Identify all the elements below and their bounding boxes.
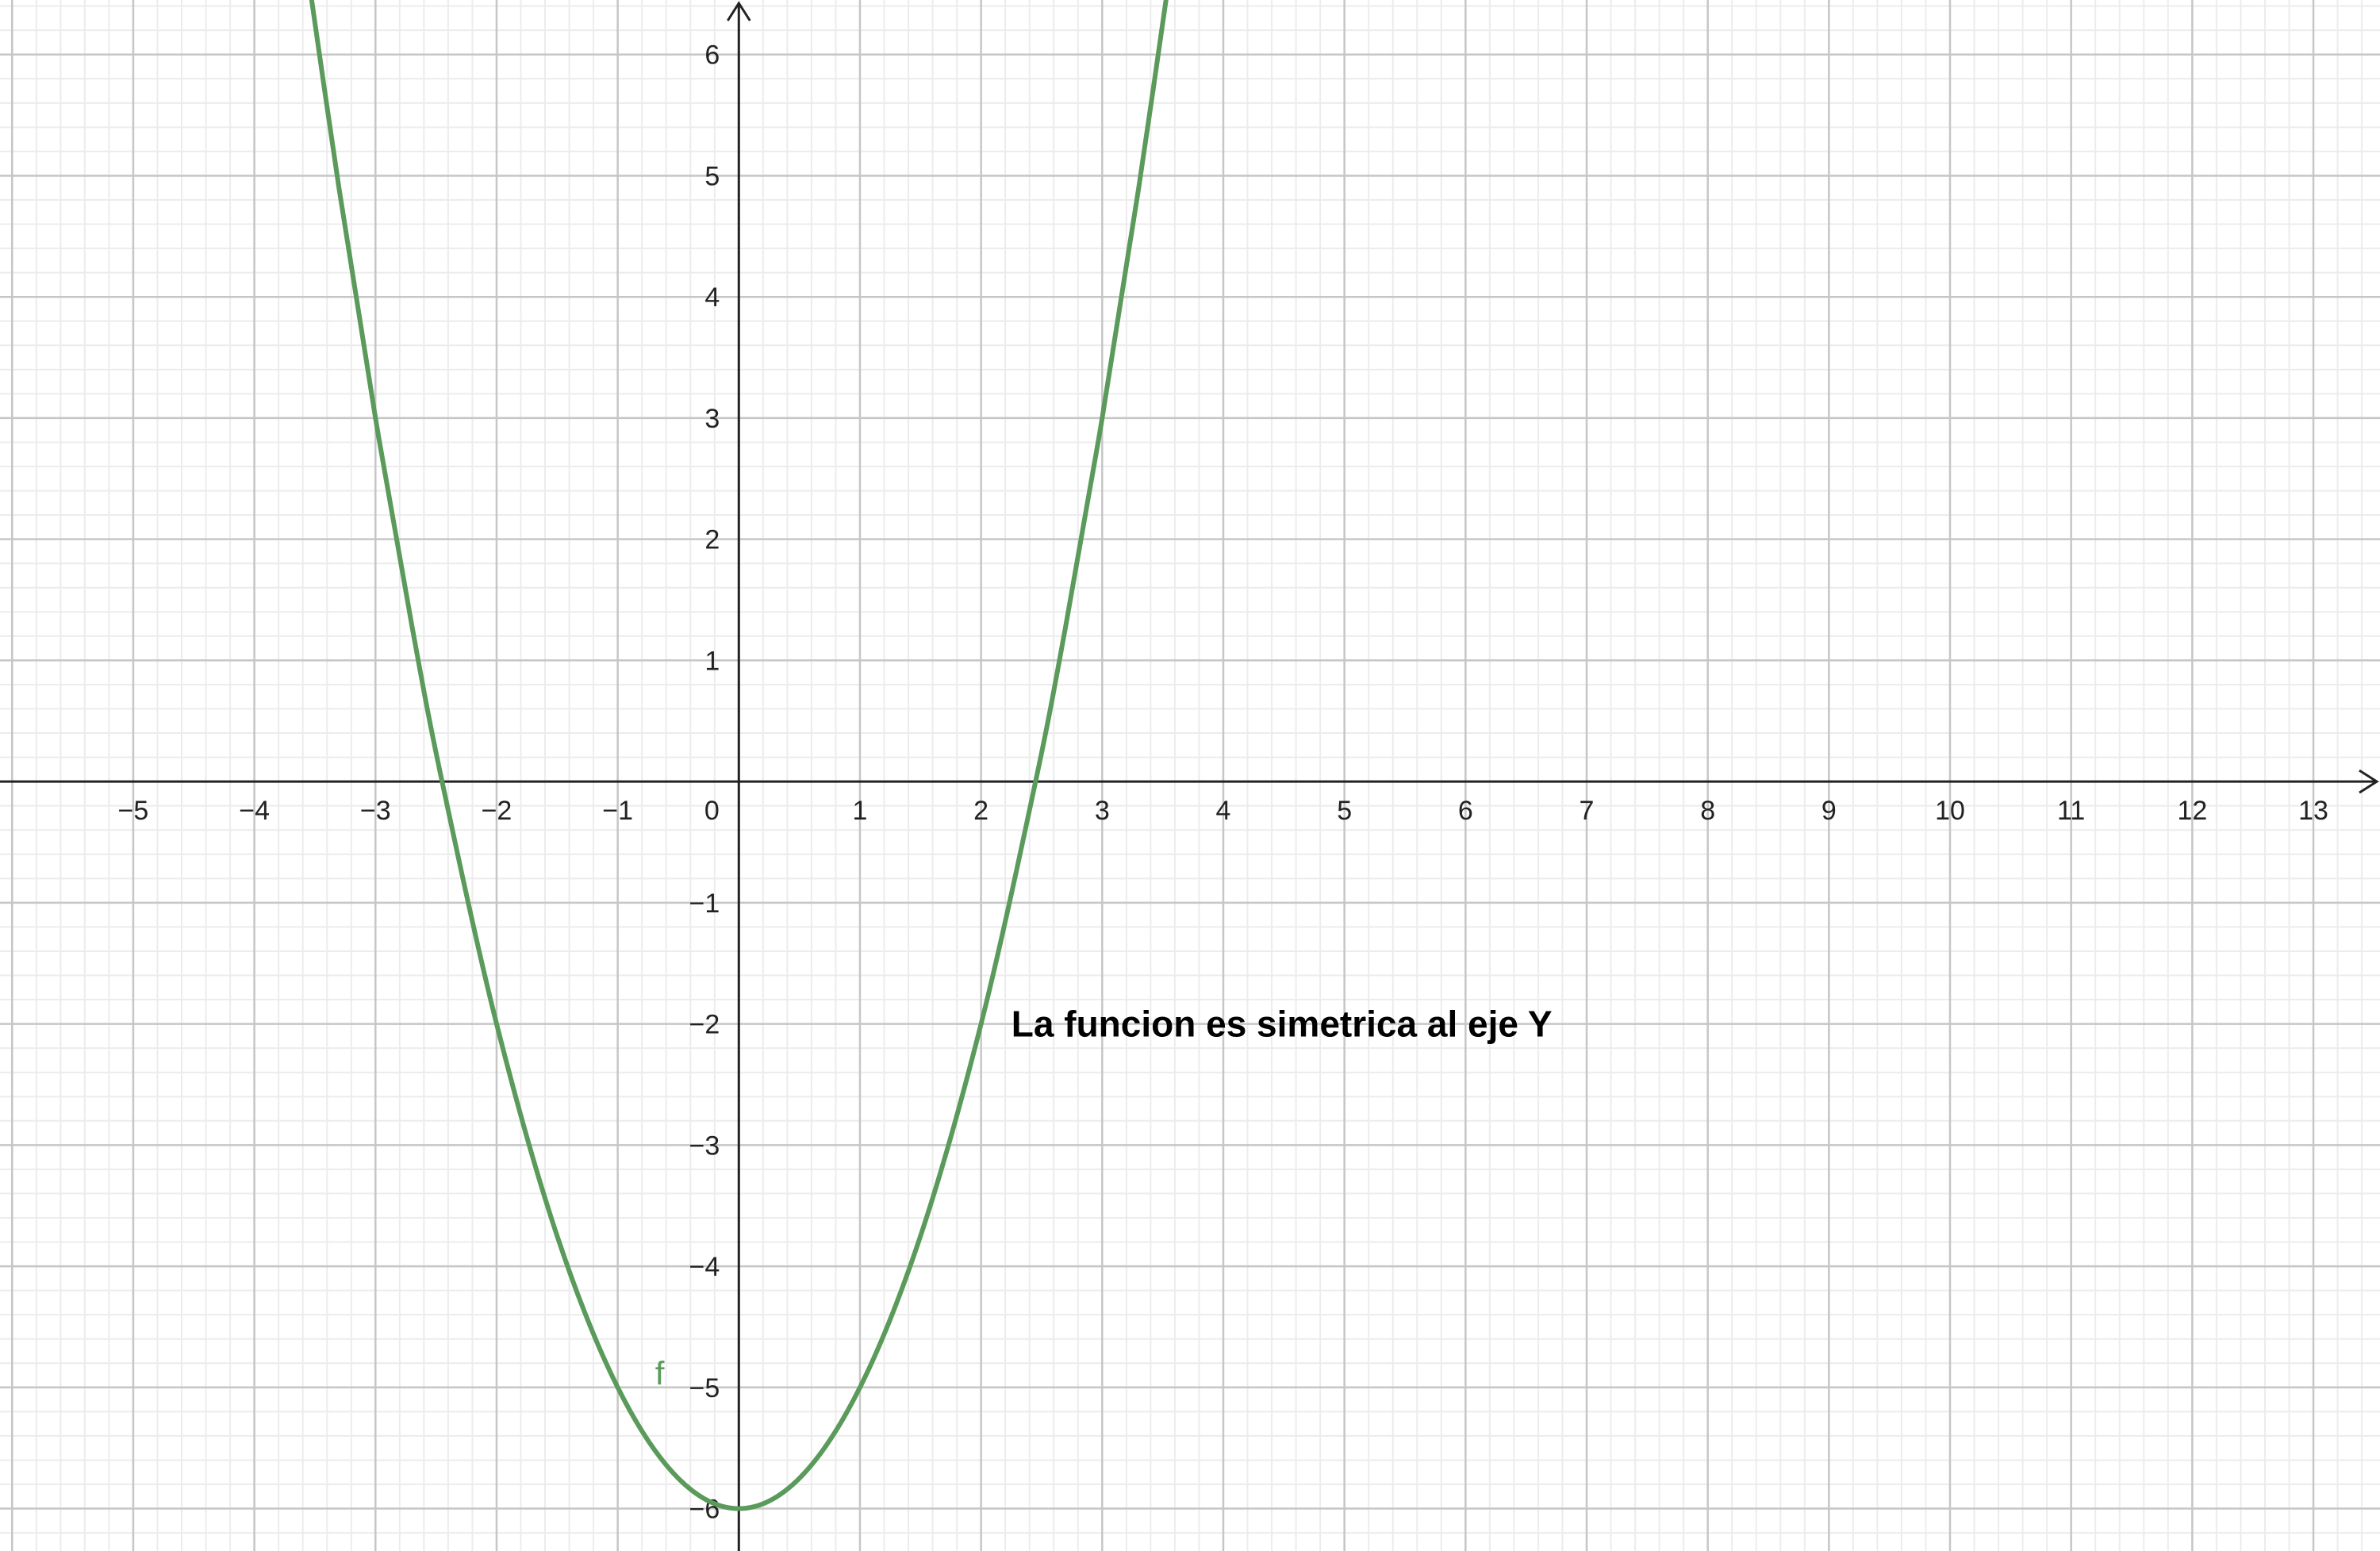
- y-tick-label: 2: [704, 525, 720, 555]
- annotation-text: La funcion es simetrica al eje Y: [1012, 1004, 1553, 1045]
- x-tick-label: 11: [2057, 796, 2085, 826]
- y-tick-label: 3: [704, 404, 720, 434]
- x-tick-label: 12: [2177, 796, 2207, 826]
- x-axis-arrow: [2359, 769, 2379, 794]
- y-tick-label: −4: [689, 1252, 720, 1282]
- x-tick-labels: −5 −4 −3 −2 −1 0 1 2 3 4 5 6 7 8 9 10 11 12 13: [118, 796, 2328, 826]
- y-tick-label: −3: [689, 1131, 720, 1161]
- y-tick-label: −1: [689, 889, 720, 919]
- x-tick-label: 5: [1337, 796, 1352, 826]
- x-tick-label: 13: [2298, 796, 2328, 826]
- x-tick-label: 7: [1580, 796, 1595, 826]
- x-tick-label: −2: [482, 796, 512, 826]
- x-tick-label: 10: [1935, 796, 1965, 826]
- x-tick-label: 8: [1700, 796, 1715, 826]
- y-tick-label: −5: [689, 1373, 720, 1403]
- series-line-f: [309, 0, 1169, 1511]
- y-tick-label: 5: [704, 161, 720, 191]
- x-tick-label: 1: [853, 796, 868, 826]
- x-tick-label: −1: [602, 796, 633, 826]
- x-tick-label: 9: [1821, 796, 1837, 826]
- curve-label-f: f: [655, 1355, 665, 1392]
- x-tick-label: 4: [1216, 796, 1231, 826]
- y-tick-label: −2: [689, 1010, 720, 1040]
- x-tick-label: −3: [360, 796, 391, 826]
- x-tick-label: −4: [239, 796, 270, 826]
- y-axis-arrow: [727, 1, 751, 21]
- x-tick-label: 0: [704, 796, 720, 826]
- y-tick-label: 4: [704, 282, 720, 313]
- series-layer: [309, 0, 1169, 1511]
- x-tick-label: 6: [1458, 796, 1473, 826]
- x-tick-label: 2: [973, 796, 988, 826]
- x-tick-label: 3: [1095, 796, 1110, 826]
- y-tick-label: 6: [704, 40, 720, 71]
- x-tick-label: −5: [118, 796, 149, 826]
- y-tick-label: 1: [704, 646, 720, 676]
